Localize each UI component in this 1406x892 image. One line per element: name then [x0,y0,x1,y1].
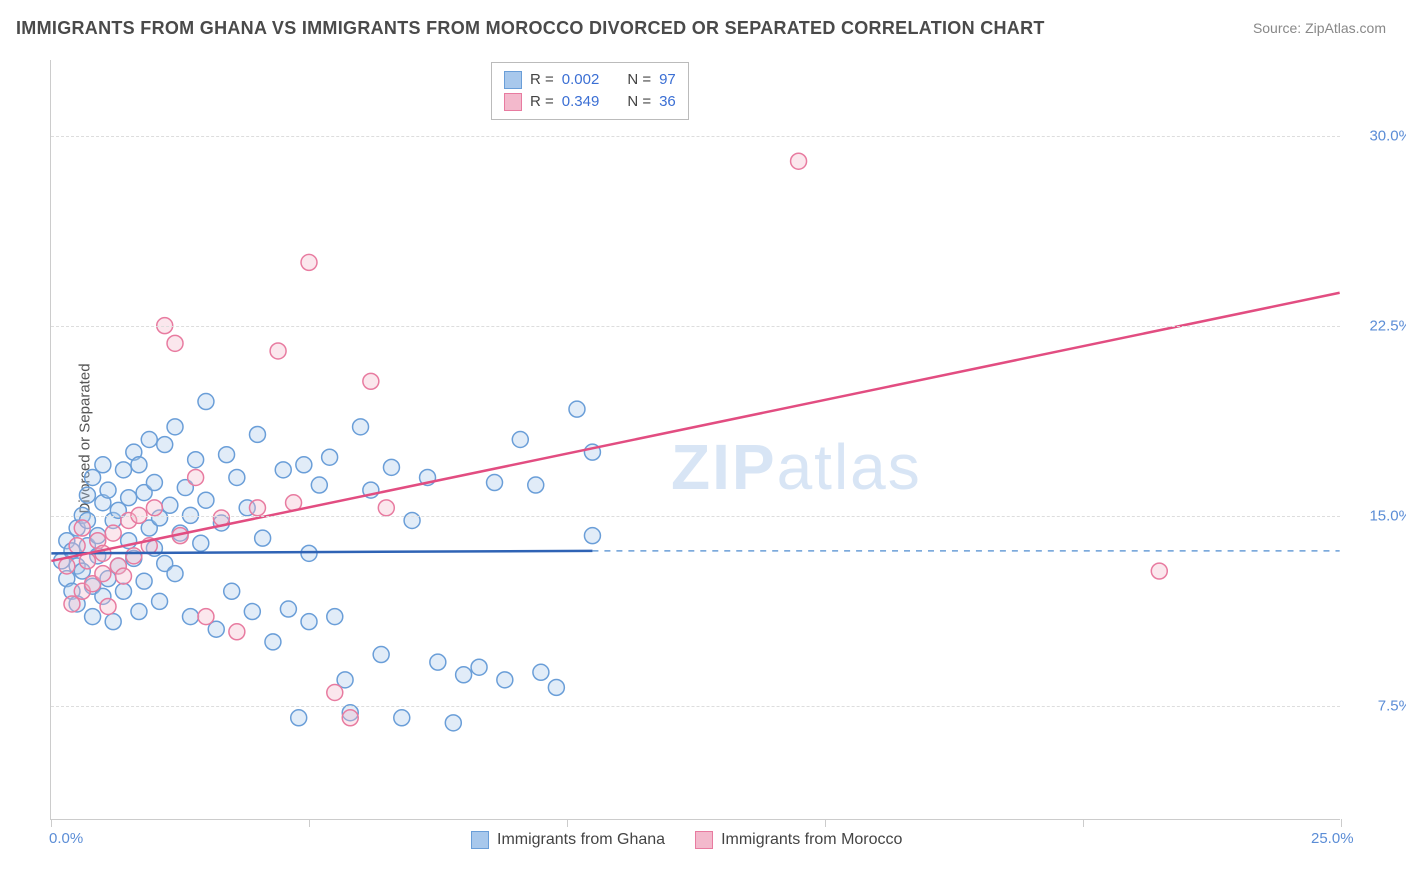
y-tick-label: 7.5% [1378,698,1406,715]
legend-item-ghana: Immigrants from Ghana [471,831,665,849]
x-tick-label: 0.0% [49,830,83,847]
x-tick-label: 25.0% [1311,830,1354,847]
chart-container: IMMIGRANTS FROM GHANA VS IMMIGRANTS FROM… [0,0,1406,892]
y-tick-label: 30.0% [1369,128,1406,145]
plot-area: ZIPatlas R = 0.002 N = 97 R = 0.349 N = … [50,60,1340,820]
swatch-ghana-bottom [471,831,489,849]
source-attribution: Source: ZipAtlas.com [1253,20,1386,36]
y-tick-label: 15.0% [1369,508,1406,525]
swatch-morocco-bottom [695,831,713,849]
y-tick-label: 22.5% [1369,318,1406,335]
chart-title: IMMIGRANTS FROM GHANA VS IMMIGRANTS FROM… [16,18,1045,39]
legend-item-morocco: Immigrants from Morocco [695,831,902,849]
legend-bottom: Immigrants from Ghana Immigrants from Mo… [471,831,902,849]
